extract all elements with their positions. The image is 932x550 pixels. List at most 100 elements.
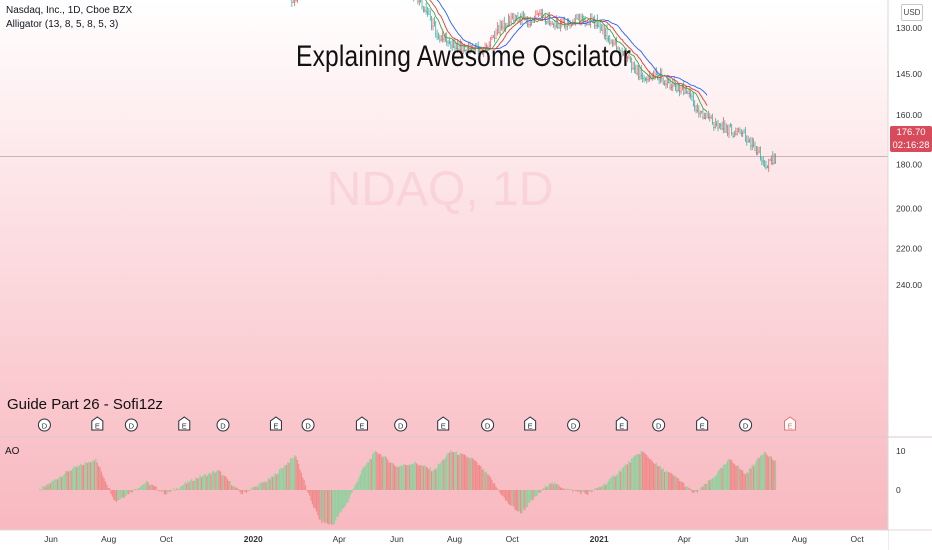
- ao-bar: [218, 470, 220, 490]
- ao-bar: [584, 490, 586, 494]
- candle-body: [613, 43, 615, 45]
- ao-bar: [522, 490, 524, 510]
- ao-bar: [358, 477, 360, 490]
- ao-bar: [273, 474, 275, 490]
- candle-body: [483, 52, 485, 54]
- ao-bar: [411, 464, 413, 490]
- ao-bar: [181, 485, 183, 490]
- ao-bar: [74, 466, 76, 490]
- ao-bar: [325, 490, 327, 523]
- ao-bar: [526, 490, 529, 508]
- candle-body: [479, 51, 481, 52]
- ao-bar: [47, 484, 49, 490]
- ao-bar: [174, 490, 176, 491]
- ao-bar: [87, 463, 89, 490]
- ao-bar: [650, 459, 652, 490]
- candle-body: [509, 21, 511, 23]
- candle-body: [561, 22, 563, 24]
- ao-bar: [595, 488, 597, 490]
- ao-bar: [100, 471, 102, 490]
- ao-bar: [95, 458, 97, 490]
- ao-bar: [765, 452, 767, 490]
- candle-body: [688, 93, 690, 94]
- ao-bar: [385, 457, 387, 490]
- candle-body: [706, 116, 708, 118]
- ao-bar: [256, 487, 259, 490]
- ao-bar: [204, 473, 207, 490]
- ao-bar: [487, 474, 489, 490]
- ao-bar: [302, 477, 304, 490]
- ao-bar: [78, 465, 81, 490]
- candle-body: [584, 22, 586, 24]
- ao-bar: [624, 465, 626, 490]
- ao-bar: [611, 476, 614, 490]
- ao-bar: [400, 465, 403, 490]
- candle-body: [420, 0, 422, 2]
- ao-bar: [651, 461, 653, 490]
- currency-button[interactable]: USD: [901, 4, 923, 21]
- ao-bar: [324, 490, 326, 524]
- candle-body: [450, 45, 452, 46]
- ao-bar: [733, 463, 736, 490]
- event-marker-label: D: [129, 422, 135, 431]
- ao-bar: [58, 477, 60, 490]
- alligator-indicator-label[interactable]: Alligator (13, 8, 5, 8, 5, 3): [6, 19, 119, 30]
- ao-pane-label[interactable]: AO: [5, 446, 20, 457]
- ao-bar: [156, 489, 159, 491]
- time-axis-tick-label: Aug: [792, 534, 807, 544]
- ao-bar: [303, 480, 305, 490]
- ao-bar: [429, 467, 431, 490]
- candle-body: [655, 74, 657, 76]
- ao-bar: [598, 486, 600, 490]
- ao-bar: [695, 490, 697, 492]
- ao-bar: [467, 457, 470, 490]
- ao-bar: [462, 454, 464, 490]
- symbol-title[interactable]: Nasdaq, Inc., 1D, Cboe BZX: [6, 5, 133, 16]
- candle-body: [470, 50, 472, 52]
- candle-body: [590, 24, 592, 25]
- candle-body: [713, 127, 715, 128]
- ao-bar: [359, 474, 361, 490]
- candle-body: [629, 59, 631, 61]
- ao-bar: [652, 463, 655, 490]
- ao-bar: [44, 486, 46, 490]
- ao-bar: [62, 475, 64, 490]
- event-marker-label: D: [485, 422, 491, 431]
- ao-bar: [43, 486, 45, 490]
- ao-bar: [180, 486, 182, 490]
- candle-body: [446, 41, 448, 43]
- price-axis-panel: [888, 0, 932, 550]
- ao-bar: [681, 481, 683, 490]
- candle-body: [499, 32, 501, 34]
- candle-body: [447, 42, 449, 44]
- ao-bar: [502, 490, 504, 496]
- candle-body: [740, 133, 742, 134]
- ao-bar: [203, 474, 205, 490]
- ao-bar: [278, 469, 281, 490]
- candle-body: [680, 91, 682, 92]
- earnings-marker-icon: [178, 416, 191, 431]
- ao-bar: [726, 460, 729, 490]
- candle-body: [477, 50, 479, 52]
- ao-bar: [356, 481, 359, 490]
- ao-bar: [108, 488, 111, 490]
- ao-bar: [288, 462, 290, 490]
- ao-bar: [503, 490, 505, 498]
- ao-bar: [581, 490, 583, 492]
- ao-bar: [703, 483, 705, 490]
- event-marker-label: E: [441, 422, 446, 431]
- ao-bar: [307, 490, 309, 493]
- ao-bar: [446, 454, 448, 490]
- ao-bar: [63, 473, 65, 490]
- ao-bar: [213, 470, 215, 490]
- candle-body: [513, 20, 515, 21]
- ao-bar: [511, 490, 514, 506]
- ao-bar: [229, 480, 231, 490]
- candle-body: [466, 50, 468, 51]
- candle-body: [428, 14, 430, 15]
- ao-bar: [746, 472, 748, 490]
- ao-bar: [554, 482, 556, 490]
- candle-body: [291, 2, 293, 3]
- candle-body: [546, 21, 548, 23]
- candle-body: [426, 12, 429, 13]
